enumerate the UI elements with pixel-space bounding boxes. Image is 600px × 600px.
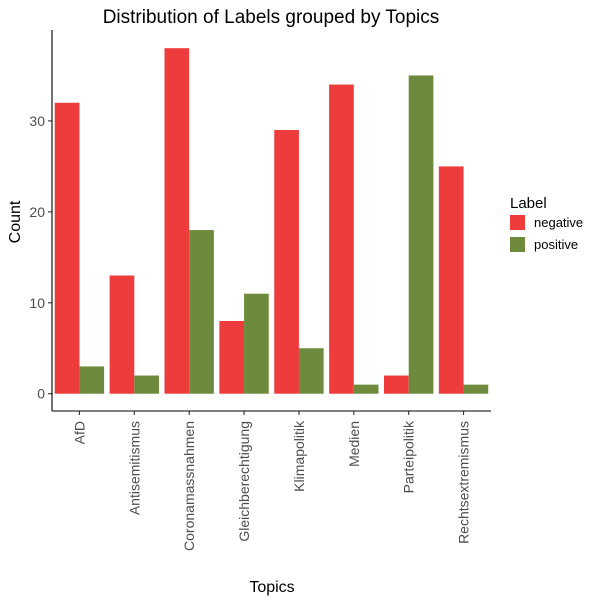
bar-positive-klimapolitik: [298, 348, 324, 394]
y-ticks-layer: 0 10 20 30: [29, 113, 52, 402]
y-axis-label: Count: [7, 200, 24, 243]
x-tick-label: Klimapolitik: [291, 420, 307, 492]
bar-negative-rechtsextremismus: [438, 166, 464, 394]
bar-positive-afd: [79, 366, 105, 394]
legend-swatch-negative: [510, 215, 525, 230]
bar-positive-medien: [353, 384, 379, 394]
x-tick-label: Parteipolitik: [401, 420, 417, 493]
x-tick-label: Rechtsextremismus: [456, 421, 472, 544]
y-tick-label: 10: [29, 295, 45, 311]
x-tick-label: Antisemitismus: [126, 421, 142, 515]
bar-negative-medien: [329, 84, 354, 394]
chart-title: Distribution of Labels grouped by Topics: [103, 7, 440, 28]
legend-title: Label: [510, 195, 547, 212]
x-tick-label: Gleichberechtigung: [236, 421, 252, 542]
x-tick-label: Coronamassnahmen: [181, 421, 197, 551]
x-ticks-layer: AfD Antisemitismus Coronamassnahmen Gleichb…: [71, 411, 472, 551]
y-tick-label: 30: [29, 113, 45, 129]
legend: Label negative positive: [510, 195, 583, 252]
bar-positive-gleichberechtigung: [244, 293, 269, 394]
x-axis-label: Topics: [249, 579, 294, 596]
x-tick-label: Medien: [346, 421, 362, 467]
bar-positive-rechtsextremismus: [463, 384, 489, 394]
bar-negative-klimapolitik: [274, 130, 299, 394]
bar-negative-afd: [54, 102, 80, 394]
bar-negative-coronamassnahmen: [164, 48, 190, 394]
bars-layer: [54, 48, 489, 394]
legend-label-negative: negative: [534, 215, 583, 230]
x-tick-label: AfD: [71, 421, 87, 444]
y-tick-label: 20: [29, 204, 45, 220]
legend-swatch-positive: [510, 237, 525, 252]
y-tick-label: 0: [37, 386, 45, 402]
bar-negative-gleichberechtigung: [219, 320, 245, 394]
legend-label-positive: positive: [534, 237, 578, 252]
bar-negative-antisemitismus: [109, 275, 135, 394]
bar-positive-coronamassnahmen: [189, 230, 214, 394]
bar-negative-parteipolitik: [383, 375, 409, 394]
bar-positive-parteipolitik: [408, 75, 434, 394]
bar-positive-antisemitismus: [134, 375, 159, 394]
